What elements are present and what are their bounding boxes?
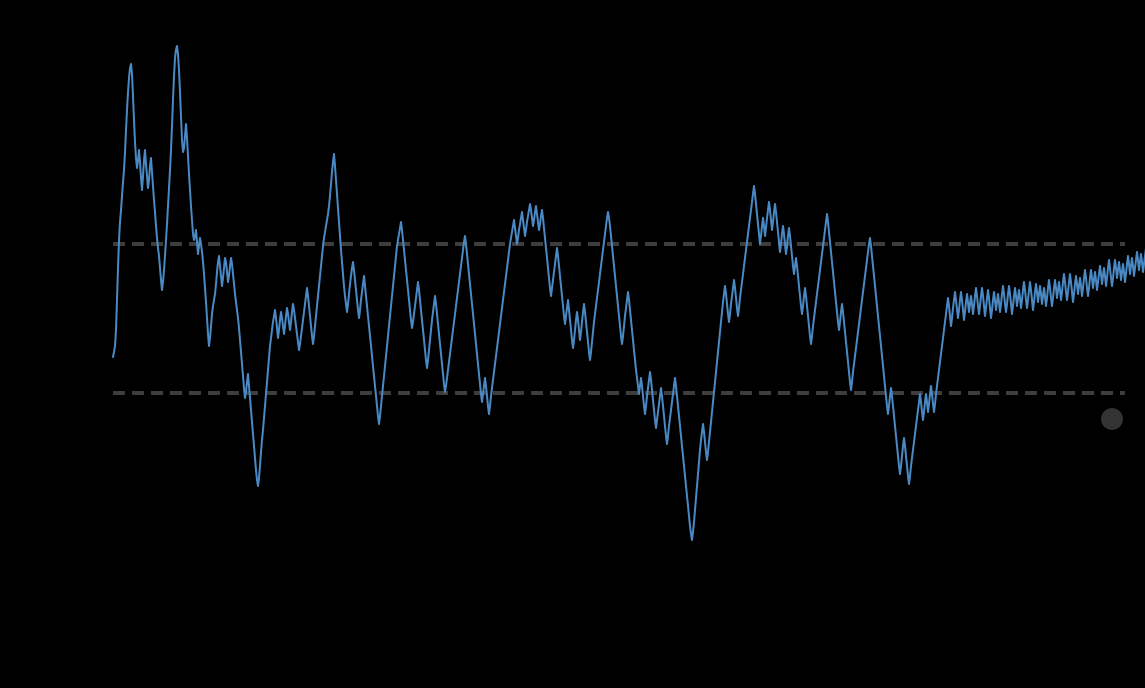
reference-lines-group xyxy=(113,242,1125,395)
data-series-group xyxy=(112,45,1145,541)
series-line-value xyxy=(112,45,1145,541)
final-point-marker[interactable] xyxy=(1101,408,1123,430)
point-markers-group xyxy=(1101,408,1123,430)
